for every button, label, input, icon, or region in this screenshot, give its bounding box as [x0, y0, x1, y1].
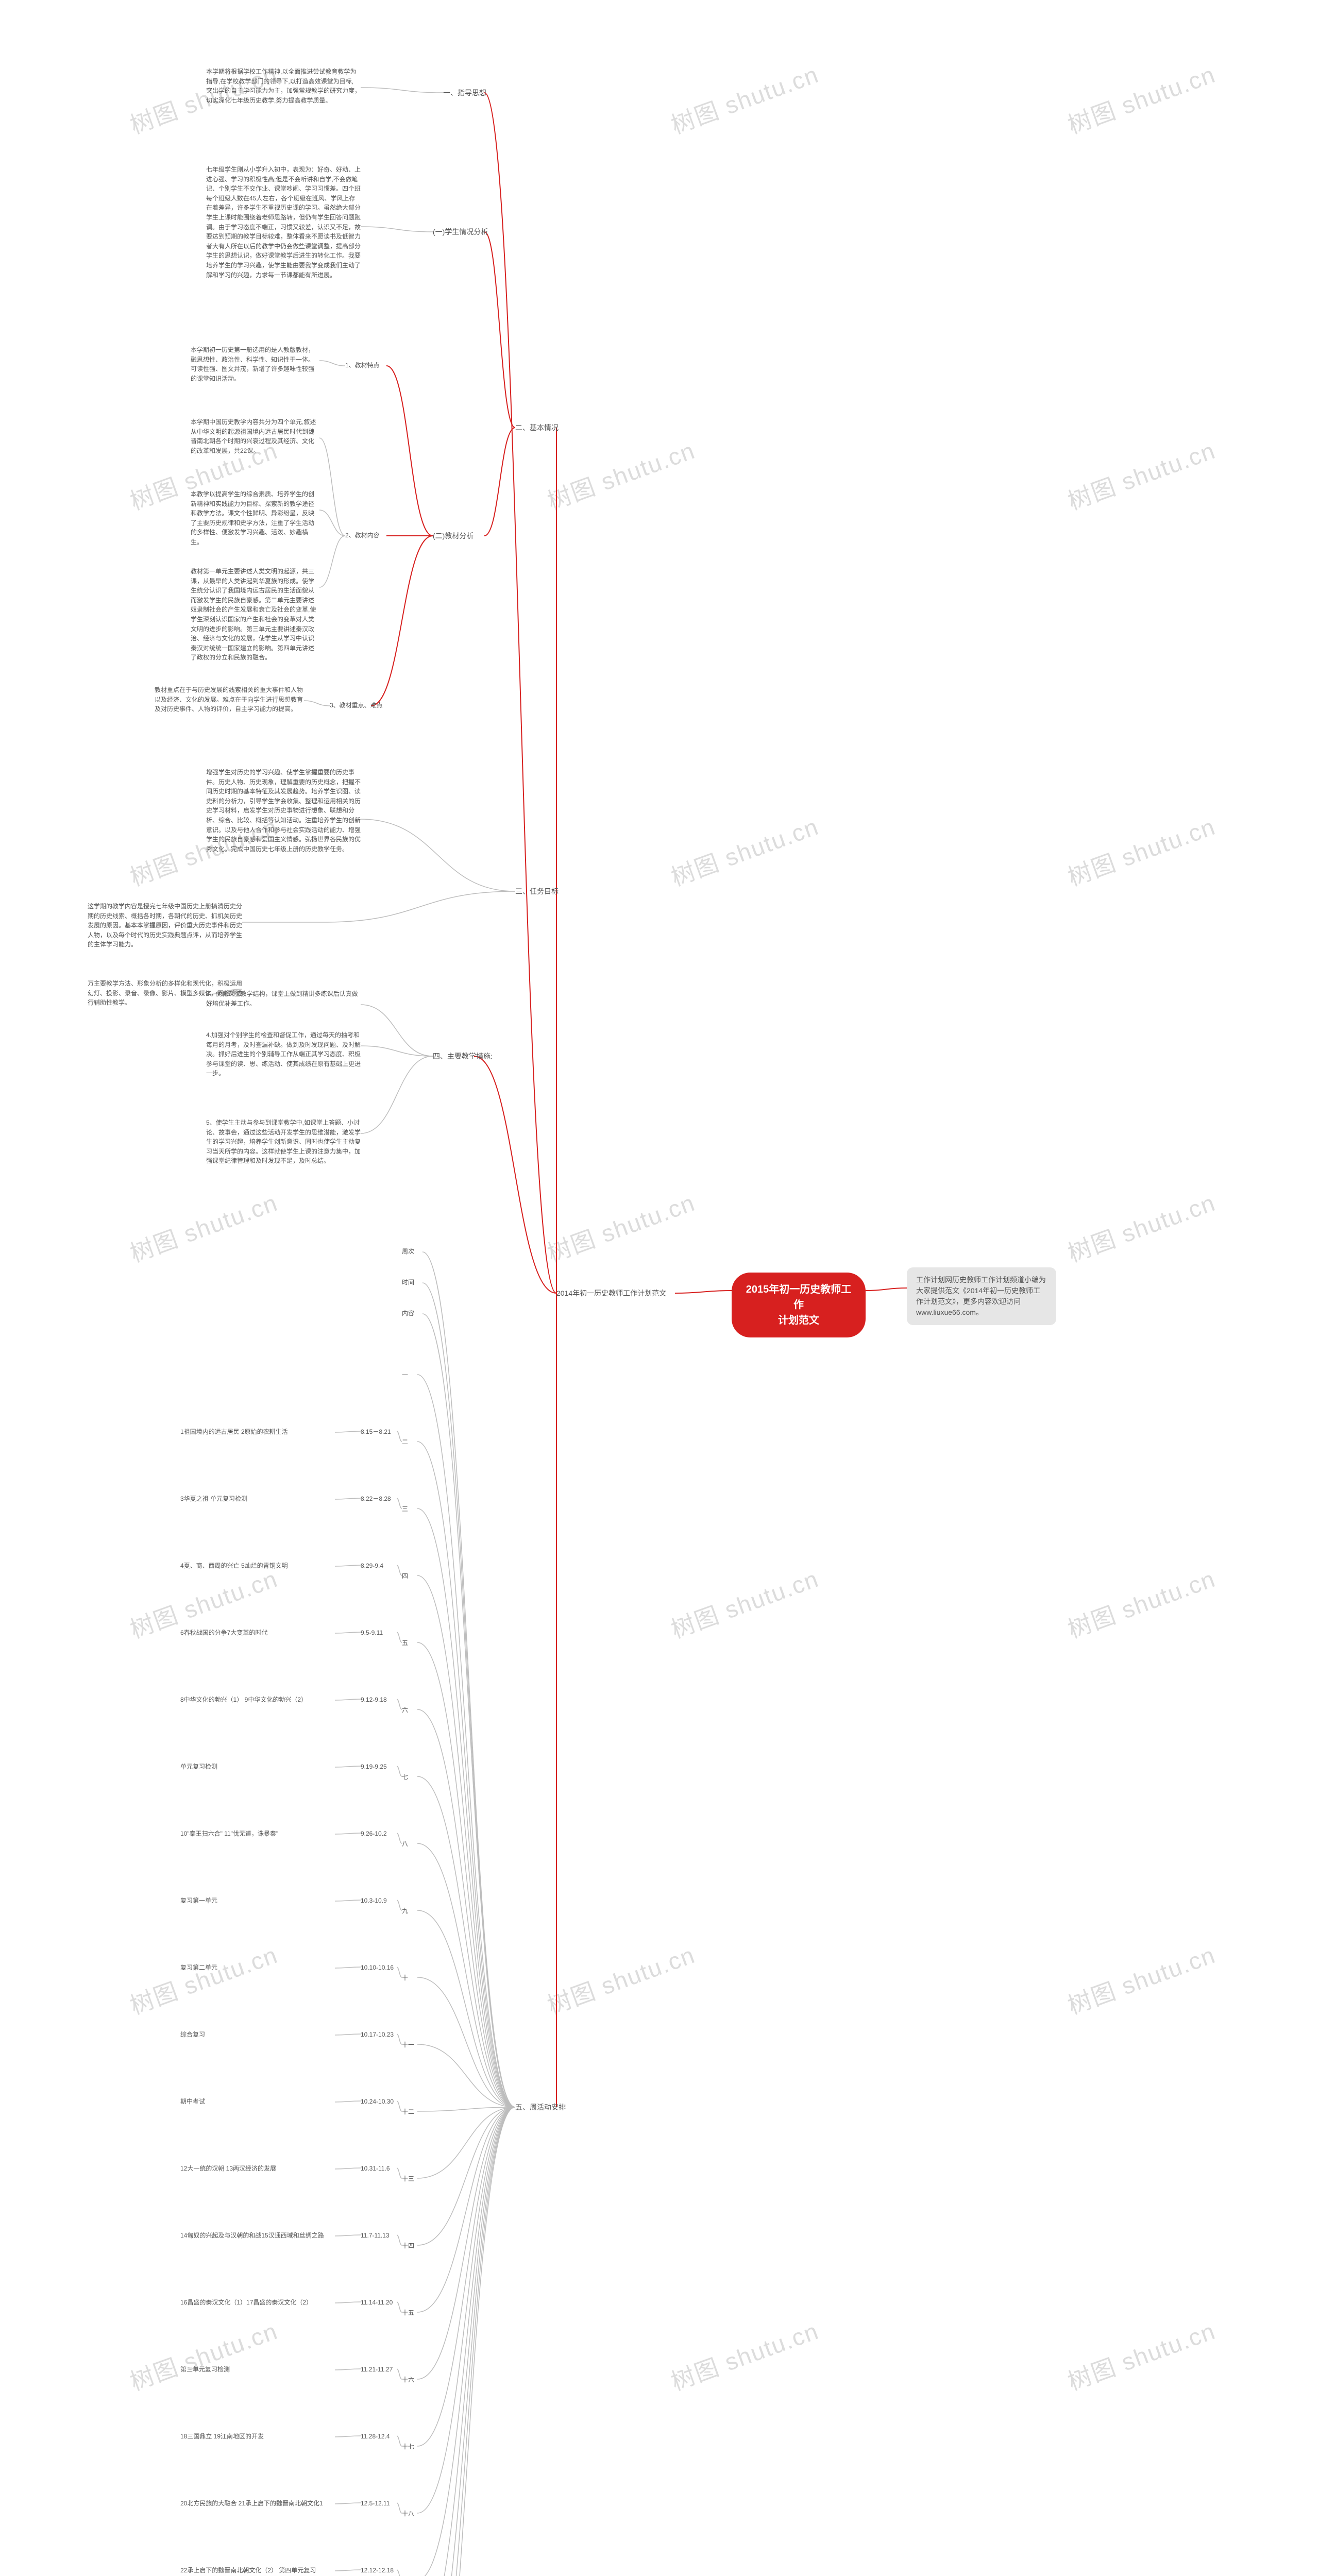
s2a-title: (一)学生情况分析 — [433, 227, 488, 238]
s5-row-no: 十三 — [402, 2174, 414, 2183]
s2b-i2-para3: 教材第一单元主要讲述人类文明的起源，共三课，从最早的人类讲起到华夏族的形成。使学… — [191, 567, 319, 663]
s5-row-time: 8.15－8.21 — [361, 1427, 391, 1436]
s5-row-content: 1祖国境内的远古居民 2原始的农耕生活 — [180, 1427, 335, 1437]
s5-row-no: 二 — [402, 1437, 408, 1447]
s2b-i3-title: 3、教材重点、难点 — [330, 701, 383, 710]
root-line2: 计划范文 — [778, 1315, 819, 1326]
s5-row-no: 三 — [402, 1504, 408, 1514]
s5-row-no: 六 — [402, 1705, 408, 1715]
s5-row-content: 4夏、商、西周的兴亡 5灿烂的青铜文明 — [180, 1561, 335, 1571]
s5-row-time: 11.28-12.4 — [361, 2432, 390, 2441]
s5-row-content: 22承上启下的魏晋南北朝文化（2） 第四单元复习 — [180, 2566, 335, 2575]
s5-row-content: 16昌盛的秦汉文化（1）17昌盛的秦汉文化（2） — [180, 2298, 335, 2308]
s5-row-time: 12.12-12.18 — [361, 2566, 394, 2575]
s5-row-content: 第三单元复习检测 — [180, 2365, 335, 2375]
root-line1: 2015年初一历史教师工作 — [746, 1284, 852, 1311]
left-root-label: 2014年初一历史教师工作计划范文 — [556, 1288, 666, 1299]
s5-row-no: 十五 — [402, 2308, 414, 2317]
s4-title: 四、主要教学措施: — [433, 1051, 493, 1062]
s5-row-content: 8中华文化的勃兴（1） 9中华文化的勃兴（2） — [180, 1695, 335, 1705]
s2b-i2-para2: 本教学以提高学生的综合素质、培养学生的创新精神和实践能力为目标、探索新的教学途径… — [191, 489, 319, 547]
s2a-para: 七年级学生刚从小学升入初中，表现为：好奇、好动、上进心强、学习的积极性高;但是不… — [206, 165, 361, 280]
s4-m2: 3、优化课堂教学结构，课堂上做到精讲多练课后认真做好培优补差工作。 — [206, 989, 361, 1008]
s5-row-time: 11.7-11.13 — [361, 2231, 390, 2240]
s5-header-week: 周次 — [402, 1247, 414, 1256]
s2b-i2-para1: 本学期中国历史教学内容共分为四个单元,叙述从中华文明的起源祖国境内远古居民时代到… — [191, 417, 319, 455]
s5-header-content: 内容 — [402, 1309, 414, 1318]
s5-row-no: 九 — [402, 1906, 408, 1916]
s5-row-no: 八 — [402, 1839, 408, 1849]
s5-row-no: 五 — [402, 1638, 408, 1648]
s5-row-no: 十七 — [402, 2442, 414, 2451]
s3-right-para: 增强学生对历史的学习兴趣、使学生掌握重要的历史事件。历史人物、历史现象，理解重要… — [206, 768, 361, 854]
s2b-i1-para: 本学期初一历史第一册选用的是人教版教材，融思想性、政治性、科学性、知识性于一体。… — [191, 345, 319, 383]
s5-row-time: 10.31-11.6 — [361, 2164, 390, 2173]
s5-row-time: 9.12-9.18 — [361, 1695, 387, 1704]
s5-row-time: 9.5-9.11 — [361, 1628, 383, 1637]
s5-row-time: 11.21-11.27 — [361, 2365, 393, 2374]
s5-title: 五、周活动安排 — [515, 2102, 566, 2113]
s5-row-no: 十八 — [402, 2509, 414, 2518]
right-note: 工作计划网历史教师工作计划频道小编为大家提供范文《2014年初一历史教师工作计划… — [907, 1267, 1056, 1325]
s5-row-content: 期中考试 — [180, 2097, 335, 2107]
s4-m4: 5、使学生主动与参与到课堂教学中,如课堂上答题、小讨论、故事会，通过这些活动开发… — [206, 1118, 361, 1166]
s5-row-no: 十六 — [402, 2375, 414, 2384]
s1-para: 本学期将根据学校工作精神,以全面推进尝试教育教学为指导,在学校教学部门的领导下,… — [206, 67, 361, 105]
s5-row-content: 复习第二单元 — [180, 1963, 335, 1973]
s5-row-time: 10.10-10.16 — [361, 1963, 394, 1972]
s4-m3: 4.加强对个别学生的检查和督促工作，通过每天的抽考和每月的月考，及时查漏补缺。做… — [206, 1030, 361, 1078]
s5-row-time: 9.19-9.25 — [361, 1762, 387, 1771]
s5-row-content: 10"秦王扫六合" 11"伐无道，诛暴秦" — [180, 1829, 335, 1839]
s5-row-content: 14匈奴的兴起及与汉朝的和战15汉通西域和丝绸之路 — [180, 2231, 335, 2241]
s5-row-no: 十 — [402, 1973, 408, 1982]
s5-row-time: 12.5-12.11 — [361, 2499, 390, 2508]
s5-header-time: 时间 — [402, 1278, 414, 1287]
s2-title: 二、基本情况 — [515, 422, 559, 433]
s5-row-no: 七 — [402, 1772, 408, 1782]
s5-row-content: 单元复习检测 — [180, 1762, 335, 1772]
s5-row-content: 3华夏之祖 单元复习检测 — [180, 1494, 335, 1504]
s2b-i2-title: 2、教材内容 — [345, 531, 380, 540]
s3-title: 三、任务目标 — [515, 886, 559, 897]
s5-row-time: 10.24-10.30 — [361, 2097, 394, 2106]
root-node: 2015年初一历史教师工作 计划范文 — [732, 1273, 866, 1337]
s5-row-no: 十四 — [402, 2241, 414, 2250]
s5-row-no: 十二 — [402, 2107, 414, 2116]
s5-row-no: 四 — [402, 1571, 408, 1581]
s2b-title: (二)教材分析 — [433, 531, 474, 541]
s5-row-content: 20北方民族的大融合 21承上启下的魏晋南北朝文化1 — [180, 2499, 335, 2509]
s2b-i3-para: 教材重点在于与历史发展的线索相关的重大事件和人物以及经济、文化的发展。难点在于向… — [155, 685, 304, 714]
s5-row-content: 12大一统的汉朝 13两汉经济的发展 — [180, 2164, 335, 2174]
s2b-i1-title: 1、教材特点 — [345, 361, 380, 370]
s3-left-para: 这学期的教学内容是授完七年级中国历史上册搞清历史分期的历史线索、概括各时期，各朝… — [88, 902, 242, 950]
s1-title: 一、指导思想 — [443, 88, 486, 98]
s5-row-content: 18三国鼎立 19江南地区的开发 — [180, 2432, 335, 2442]
s5-row-time: 8.22－8.28 — [361, 1494, 391, 1503]
s5-row-content: 6春秋战国的分争7大变革的时代 — [180, 1628, 335, 1638]
s5-row-time: 11.14-11.20 — [361, 2298, 393, 2307]
s5-row-time: 10.17-10.23 — [361, 2030, 394, 2039]
s5-row-time: 10.3-10.9 — [361, 1896, 387, 1905]
s5-row-content: 综合复习 — [180, 2030, 335, 2040]
s5-row-content: 复习第一单元 — [180, 1896, 335, 1906]
s5-row-time: 8.29-9.4 — [361, 1561, 383, 1570]
s5-row-no: 一 — [402, 1370, 408, 1380]
s5-row-no: 十一 — [402, 2040, 414, 2049]
s5-row-time: 9.26-10.2 — [361, 1829, 387, 1838]
